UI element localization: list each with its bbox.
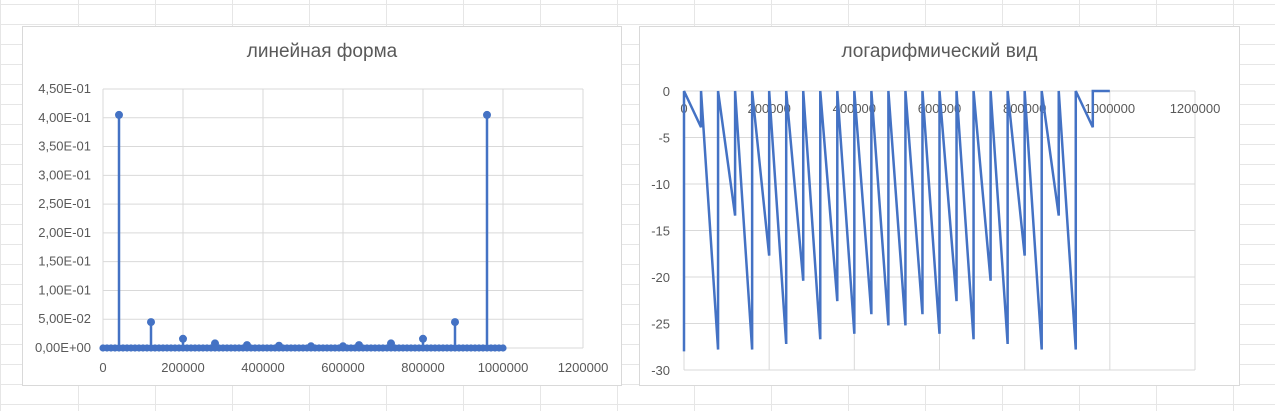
x-tick-label: 400000 xyxy=(241,360,284,375)
y-tick-label: 3,50E-01 xyxy=(38,139,91,154)
y-tick-label: 4,00E-01 xyxy=(38,110,91,125)
data-point xyxy=(179,334,187,343)
data-point xyxy=(275,341,283,350)
y-tick-label: -20 xyxy=(651,270,670,285)
log-plot-area: 0-5-10-15-20-25-300 200000 400000 600000 800… xyxy=(651,84,1221,378)
chart-title: логарифмический вид xyxy=(841,41,1038,62)
data-point xyxy=(483,110,491,119)
y-tick-label: 2,00E-01 xyxy=(38,225,91,240)
data-point xyxy=(451,318,459,327)
y-tick-label: -25 xyxy=(651,317,670,332)
y-tick-label: 0,00E+00 xyxy=(35,340,91,355)
data-point xyxy=(339,342,347,351)
y-tick-label: 1,50E-01 xyxy=(38,254,91,269)
y-tick-label: 4,50E-01 xyxy=(38,81,91,96)
series-line xyxy=(682,89,1110,352)
data-point xyxy=(147,318,155,327)
x-tick-label: 1200000 xyxy=(558,360,609,375)
y-tick-label: -10 xyxy=(651,177,670,192)
y-tick-label: -30 xyxy=(651,363,670,378)
x-tick-label: 800000 xyxy=(401,360,444,375)
x-tick-label: 1200000 xyxy=(1170,101,1221,116)
y-tick-label: 1,00E-01 xyxy=(38,282,91,297)
data-point xyxy=(419,334,427,343)
data-point xyxy=(115,110,123,119)
data-point xyxy=(211,339,219,348)
data-point xyxy=(387,339,395,348)
y-tick-label: 5,00E-02 xyxy=(38,311,91,326)
linear-form-chart[interactable]: линейная форма 0,00E+00 5,00E-02 1,00E-01 1… xyxy=(22,26,622,386)
y-tick-label: 2,50E-01 xyxy=(38,196,91,211)
x-tick-label: 1000000 xyxy=(1085,101,1136,116)
linear-plot-area: 0,00E+00 5,00E-02 1,00E-01 1,50E-01 2,00E-01… xyxy=(35,81,609,375)
x-tick-label: 600000 xyxy=(321,360,364,375)
y-tick-label: -5 xyxy=(658,131,670,146)
y-tick-label: 3,00E-01 xyxy=(38,167,91,182)
y-tick-label: -15 xyxy=(651,224,670,239)
x-tick-label: 200000 xyxy=(161,360,204,375)
x-tick-label: 1000000 xyxy=(478,360,529,375)
data-point xyxy=(355,341,363,350)
baseline-data-point xyxy=(499,344,507,352)
y-tick-label: 0 xyxy=(663,84,670,99)
chart-title: линейная форма xyxy=(246,41,398,62)
data-point xyxy=(307,342,315,351)
data-point xyxy=(243,341,251,350)
x-tick-label: 0 xyxy=(99,360,106,375)
logarithmic-view-chart[interactable]: логарифмический вид 0 -5 -10 -15 -20 -25 -30 0 2… xyxy=(639,26,1240,386)
